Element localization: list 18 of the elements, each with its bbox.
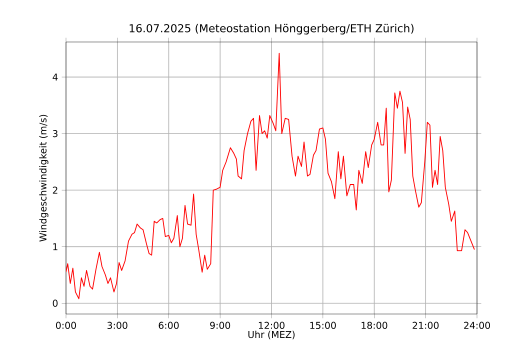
x-axis-title: Uhr (MEZ) bbox=[248, 330, 295, 340]
x-tick-label: 15:00 bbox=[310, 322, 336, 329]
x-tick-label: 6:00 bbox=[158, 322, 179, 329]
y-axis-title: Windgeschwindigkeit (m/s) bbox=[39, 114, 48, 242]
x-tick-label: 9:00 bbox=[210, 322, 230, 329]
x-tick-label: 3:00 bbox=[107, 322, 128, 329]
x-tick-label: 24:00 bbox=[464, 322, 490, 329]
y-tick-label: 3 bbox=[52, 130, 58, 138]
chart-title: 16.07.2025 (Meteostation Hönggerberg/ETH Zürich) bbox=[130, 24, 414, 34]
y-tick-label: 2 bbox=[52, 186, 58, 194]
x-tick-label: 18:00 bbox=[362, 322, 388, 329]
y-tick-label: 0 bbox=[52, 300, 58, 307]
x-tick-label: 21:00 bbox=[412, 322, 439, 329]
y-tick-label: 1 bbox=[53, 243, 58, 250]
x-tick-label: 0:00 bbox=[56, 322, 76, 329]
line-series bbox=[66, 52, 475, 300]
y-tick-label: 4 bbox=[52, 74, 58, 81]
x-tick-label: 12:00 bbox=[258, 322, 284, 329]
